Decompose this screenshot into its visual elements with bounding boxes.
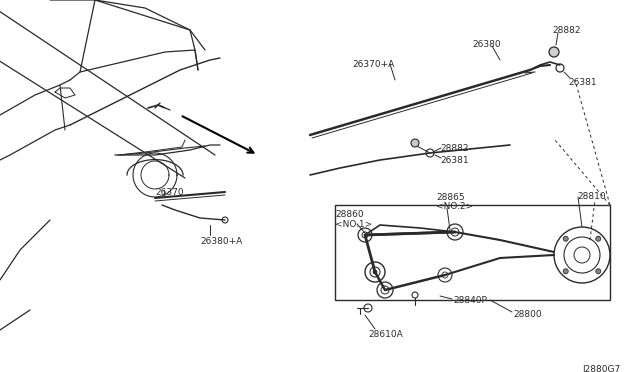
Circle shape — [549, 47, 559, 57]
Text: 26380+A: 26380+A — [200, 237, 243, 246]
Text: 28810: 28810 — [577, 192, 605, 201]
Bar — [335, 205, 610, 300]
Text: 28860: 28860 — [335, 210, 364, 219]
Text: <NO.2>: <NO.2> — [436, 202, 473, 211]
Text: 28882: 28882 — [440, 144, 468, 153]
Text: 28882: 28882 — [552, 26, 580, 35]
Circle shape — [373, 270, 377, 274]
Circle shape — [596, 269, 601, 274]
Text: 28840P: 28840P — [453, 296, 487, 305]
Circle shape — [563, 269, 568, 274]
Text: 26381: 26381 — [440, 156, 468, 165]
Text: 26380: 26380 — [472, 40, 500, 49]
Text: 26381: 26381 — [568, 78, 596, 87]
Circle shape — [563, 236, 568, 241]
Text: 28610A: 28610A — [368, 330, 403, 339]
Text: J2880G7: J2880G7 — [582, 365, 620, 372]
Text: 26370: 26370 — [155, 188, 184, 197]
Text: 28800: 28800 — [513, 310, 541, 319]
Text: 26370+A: 26370+A — [352, 60, 394, 69]
Circle shape — [596, 236, 601, 241]
Text: <NO.1>: <NO.1> — [335, 220, 372, 229]
Circle shape — [411, 139, 419, 147]
Text: 28865: 28865 — [436, 193, 465, 202]
